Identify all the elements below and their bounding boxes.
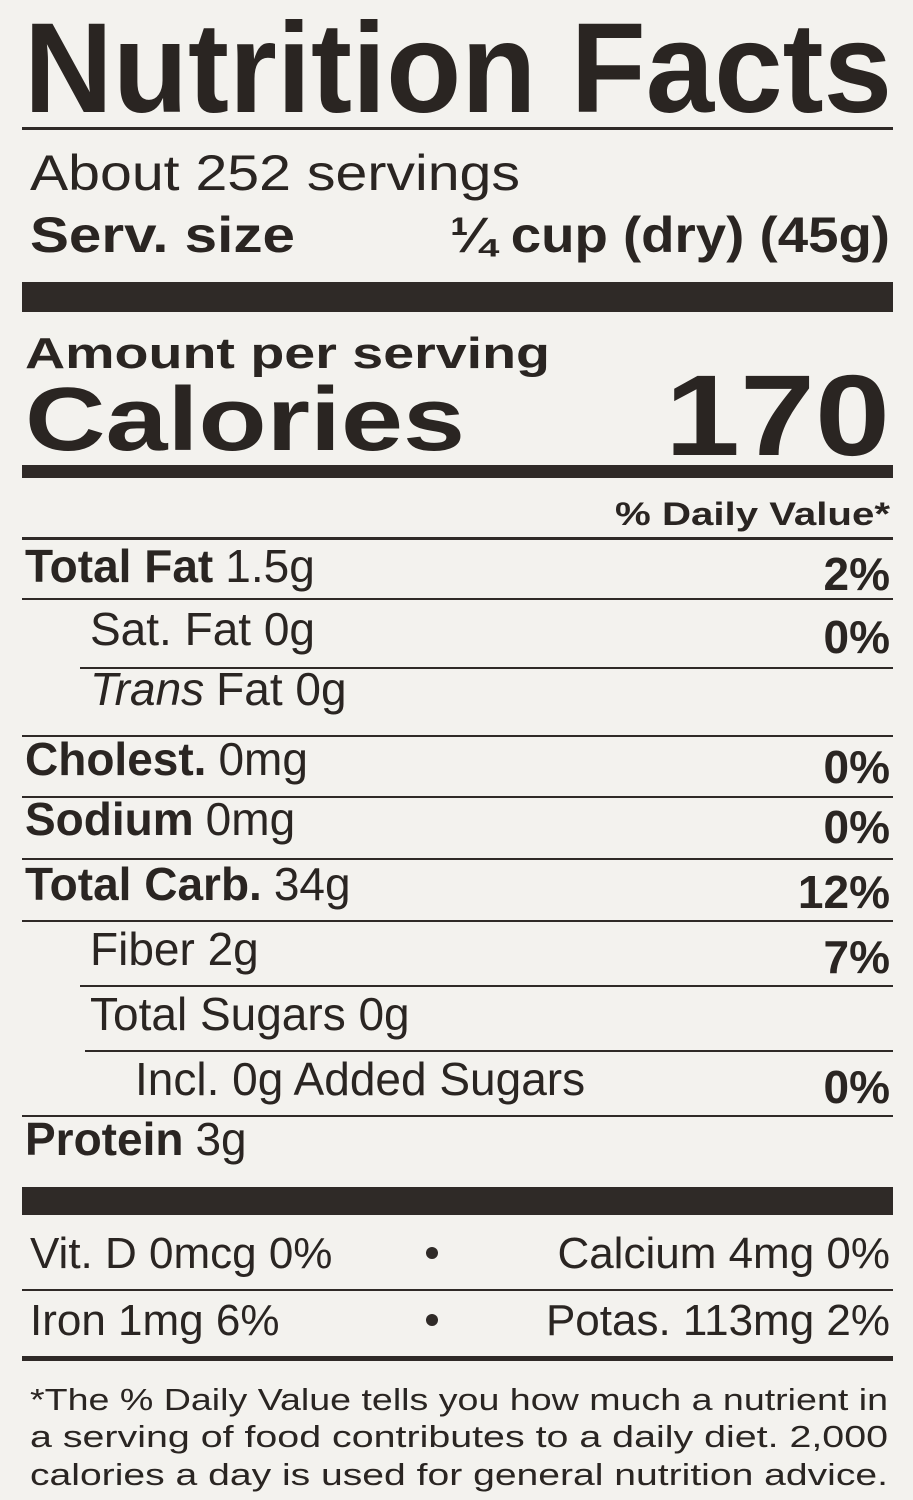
daily-value: 0% (824, 1061, 890, 1113)
nutrient-row: Trans Fat 0g (90, 663, 347, 715)
calories-label: Calories (25, 370, 465, 470)
nutrient-name: Sodium (25, 793, 194, 845)
nutrient-amount: 1.5g (225, 540, 315, 592)
bullet (426, 1314, 438, 1326)
rule (22, 796, 893, 798)
servings: About 252 servings (30, 145, 520, 201)
rule (22, 598, 893, 600)
vitamin: Iron 1mg 6% (30, 1296, 279, 1345)
footnote: calories a day is used for general nutri… (30, 1457, 888, 1492)
nutrient-row: Sodium 0mg (25, 793, 295, 845)
nutrient-row: Incl. 0g Added Sugars (135, 1053, 585, 1105)
nutrient-row: Total Carb. 34g (25, 858, 351, 910)
nutrient-amount: 0mg (206, 793, 295, 845)
daily-value-header: % Daily Value* (615, 496, 891, 532)
nutrient-name: Trans (90, 663, 204, 715)
nutrient-name: Cholest. (25, 733, 206, 785)
rule (22, 920, 893, 922)
footnote: *The % Daily Value tells you how much a … (30, 1382, 888, 1417)
rule (22, 735, 893, 737)
vitamin: Calcium 4mg 0% (557, 1229, 890, 1278)
nutrient-row: Total Fat 1.5g (25, 540, 315, 592)
bullet (426, 1247, 438, 1259)
nutrient-amount: 0mg (218, 733, 307, 785)
rule (22, 858, 893, 860)
rule (22, 1289, 893, 1291)
nutrient-row: Cholest. 0mg (25, 733, 308, 785)
nutrient-name: Incl. 0g Added Sugars (135, 1053, 585, 1105)
rule (22, 127, 893, 130)
rule (80, 667, 893, 669)
daily-value: 7% (824, 931, 890, 983)
daily-value: 12% (798, 866, 890, 918)
nutrient-row: Sat. Fat 0g (90, 603, 315, 655)
nutrient-row: Protein 3g (25, 1113, 247, 1165)
nutrient-name: Protein (25, 1113, 183, 1165)
daily-value: 0% (824, 741, 890, 793)
thick-rule (22, 1187, 893, 1215)
title: Nutrition Facts (24, 0, 892, 140)
rule (22, 537, 893, 540)
rule (22, 1115, 893, 1117)
calories-value: 170 (665, 352, 890, 480)
serving-size-value: ¼ cup (dry) (45g) (450, 207, 890, 263)
amount-per-serving: Amount per serving (25, 329, 550, 378)
nutrient-amount: 34g (274, 858, 351, 910)
nutrient-name: Total Sugars 0g (90, 988, 410, 1040)
daily-value: 0% (824, 801, 890, 853)
nutrient-amount: Fat 0g (216, 663, 346, 715)
nutrient-row: Fiber 2g (90, 923, 259, 975)
medium-rule (22, 465, 893, 478)
serving-size-label: Serv. size (30, 207, 295, 263)
nutrient-name: Total Fat (25, 540, 213, 592)
nutrient-row: Total Sugars 0g (90, 988, 410, 1040)
nutrient-name: Sat. Fat 0g (90, 603, 315, 655)
daily-value: 2% (824, 548, 890, 600)
rule (85, 1050, 893, 1052)
footnote: a serving of food contributes to a daily… (30, 1419, 888, 1454)
daily-value: 0% (824, 611, 890, 663)
nutrient-amount: 3g (195, 1113, 246, 1165)
nutrient-name: Fiber 2g (90, 923, 259, 975)
vitamin: Vit. D 0mcg 0% (30, 1229, 332, 1278)
rule (22, 1356, 893, 1361)
thick-rule (22, 282, 893, 312)
rule (80, 985, 893, 987)
nutrient-name: Total Carb. (25, 858, 262, 910)
vitamin: Potas. 113mg 2% (546, 1296, 890, 1345)
